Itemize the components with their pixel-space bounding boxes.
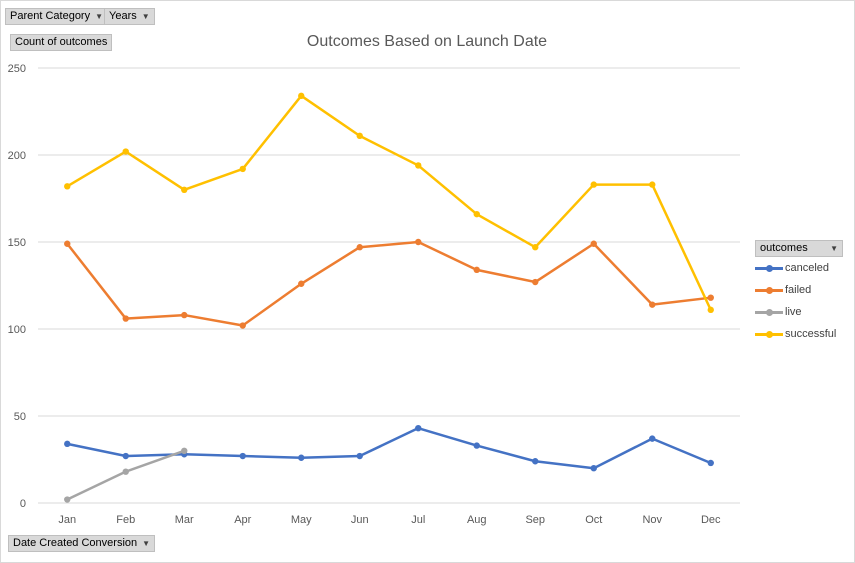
legend-item-successful: successful — [755, 323, 843, 345]
data-point-successful — [590, 181, 597, 188]
dropdown-arrow-icon: ▼ — [141, 12, 150, 21]
series-line-canceled — [66, 426, 712, 470]
x-tick-label: Nov — [642, 514, 662, 526]
data-point-canceled — [649, 435, 656, 442]
gridlines — [38, 67, 740, 504]
series-canceled — [64, 424, 714, 472]
dropdown-arrow-icon: ▼ — [142, 539, 151, 548]
data-point-successful — [473, 210, 480, 218]
y-tick-label: 250 — [8, 63, 26, 75]
legend-filter-button[interactable]: outcomes ▼ — [755, 240, 843, 257]
data-point-failed — [239, 322, 246, 329]
x-tick-label: Jan — [58, 514, 76, 526]
legend-item-failed: failed — [755, 279, 843, 301]
value-field-button[interactable]: Count of outcomes — [10, 34, 113, 51]
legend-swatch — [755, 263, 783, 273]
series-group — [64, 92, 714, 503]
parent-category-filter-label: Parent Category — [10, 10, 91, 22]
legend-label: successful — [785, 328, 837, 340]
years-filter-label: Years — [109, 10, 137, 22]
legend-label: live — [785, 306, 802, 318]
data-point-canceled — [415, 424, 422, 432]
data-point-failed — [590, 240, 597, 247]
data-point-failed — [707, 294, 714, 301]
legend: outcomes ▼ canceled failed live successful — [755, 240, 843, 345]
data-point-failed — [473, 266, 480, 274]
data-point-canceled — [532, 458, 539, 465]
data-point-canceled — [473, 442, 480, 449]
legend-header-label: outcomes — [760, 242, 808, 254]
data-point-successful — [64, 183, 71, 190]
legend-items: canceled failed live successful — [755, 257, 843, 345]
y-tick-label: 200 — [8, 150, 26, 162]
y-tick-label: 50 — [14, 411, 26, 423]
date-created-conversion-label: Date Created Conversion — [13, 537, 138, 549]
x-tick-label: Apr — [234, 514, 251, 526]
legend-swatch — [755, 285, 783, 295]
legend-item-live: live — [755, 301, 843, 323]
legend-label: failed — [785, 284, 812, 296]
data-point-live — [181, 447, 188, 454]
parent-category-filter-button[interactable]: Parent Category ▼ — [5, 8, 109, 25]
data-point-failed — [181, 311, 188, 319]
data-point-canceled — [122, 452, 129, 460]
dropdown-arrow-icon: ▼ — [830, 244, 838, 253]
data-point-successful — [532, 244, 539, 251]
data-point-canceled — [590, 465, 597, 472]
x-tick-label: Aug — [467, 514, 487, 526]
series-line-failed — [66, 240, 711, 327]
x-tick-label: May — [291, 514, 312, 526]
x-tick-label: Jul — [411, 514, 425, 526]
data-point-canceled — [239, 452, 246, 460]
data-point-live — [122, 468, 129, 475]
data-point-failed — [532, 278, 539, 286]
data-point-successful — [298, 92, 305, 100]
legend-label: canceled — [785, 262, 830, 274]
x-tick-label: Feb — [116, 514, 135, 526]
series-live — [64, 447, 188, 503]
data-point-canceled — [707, 459, 714, 467]
series-failed — [64, 238, 714, 329]
data-point-successful — [122, 148, 129, 155]
data-point-successful — [239, 165, 246, 173]
y-tick-label: 150 — [8, 237, 26, 249]
series-line-successful — [66, 94, 712, 311]
y-tick-label: 0 — [20, 498, 26, 510]
dropdown-arrow-icon: ▼ — [95, 12, 104, 21]
date-created-conversion-axis-button[interactable]: Date Created Conversion ▼ — [8, 535, 156, 552]
data-point-failed — [122, 315, 129, 322]
data-point-failed — [64, 240, 71, 247]
data-point-canceled — [356, 452, 363, 460]
data-point-failed — [356, 244, 363, 251]
x-tick-label: Sep — [525, 514, 545, 526]
data-point-canceled — [298, 454, 305, 461]
x-axis: Jan Feb Mar Apr May Jun Jul Aug Sep Oct Nov Dec — [58, 514, 721, 526]
legend-item-canceled: canceled — [755, 257, 843, 279]
chart-title: Outcomes Based on Launch Date — [307, 33, 547, 50]
data-point-successful — [181, 186, 188, 193]
x-tick-label: Jun — [351, 514, 369, 526]
x-tick-label: Oct — [585, 514, 602, 526]
data-point-failed — [415, 238, 422, 246]
legend-swatch — [755, 307, 783, 317]
data-point-canceled — [64, 440, 71, 448]
x-tick-label: Dec — [701, 514, 721, 526]
data-point-successful — [356, 132, 363, 140]
years-filter-button[interactable]: Years ▼ — [104, 8, 155, 25]
x-tick-label: Mar — [175, 514, 194, 526]
data-point-failed — [649, 301, 656, 308]
data-point-successful — [415, 162, 422, 169]
y-tick-label: 100 — [8, 324, 26, 336]
legend-swatch — [755, 329, 783, 339]
data-point-successful — [649, 181, 656, 188]
y-axis: 0 50 100 150 200 250 — [8, 63, 26, 510]
data-point-live — [64, 496, 71, 503]
data-point-successful — [707, 306, 714, 314]
data-point-failed — [298, 280, 305, 287]
series-successful — [64, 92, 714, 314]
